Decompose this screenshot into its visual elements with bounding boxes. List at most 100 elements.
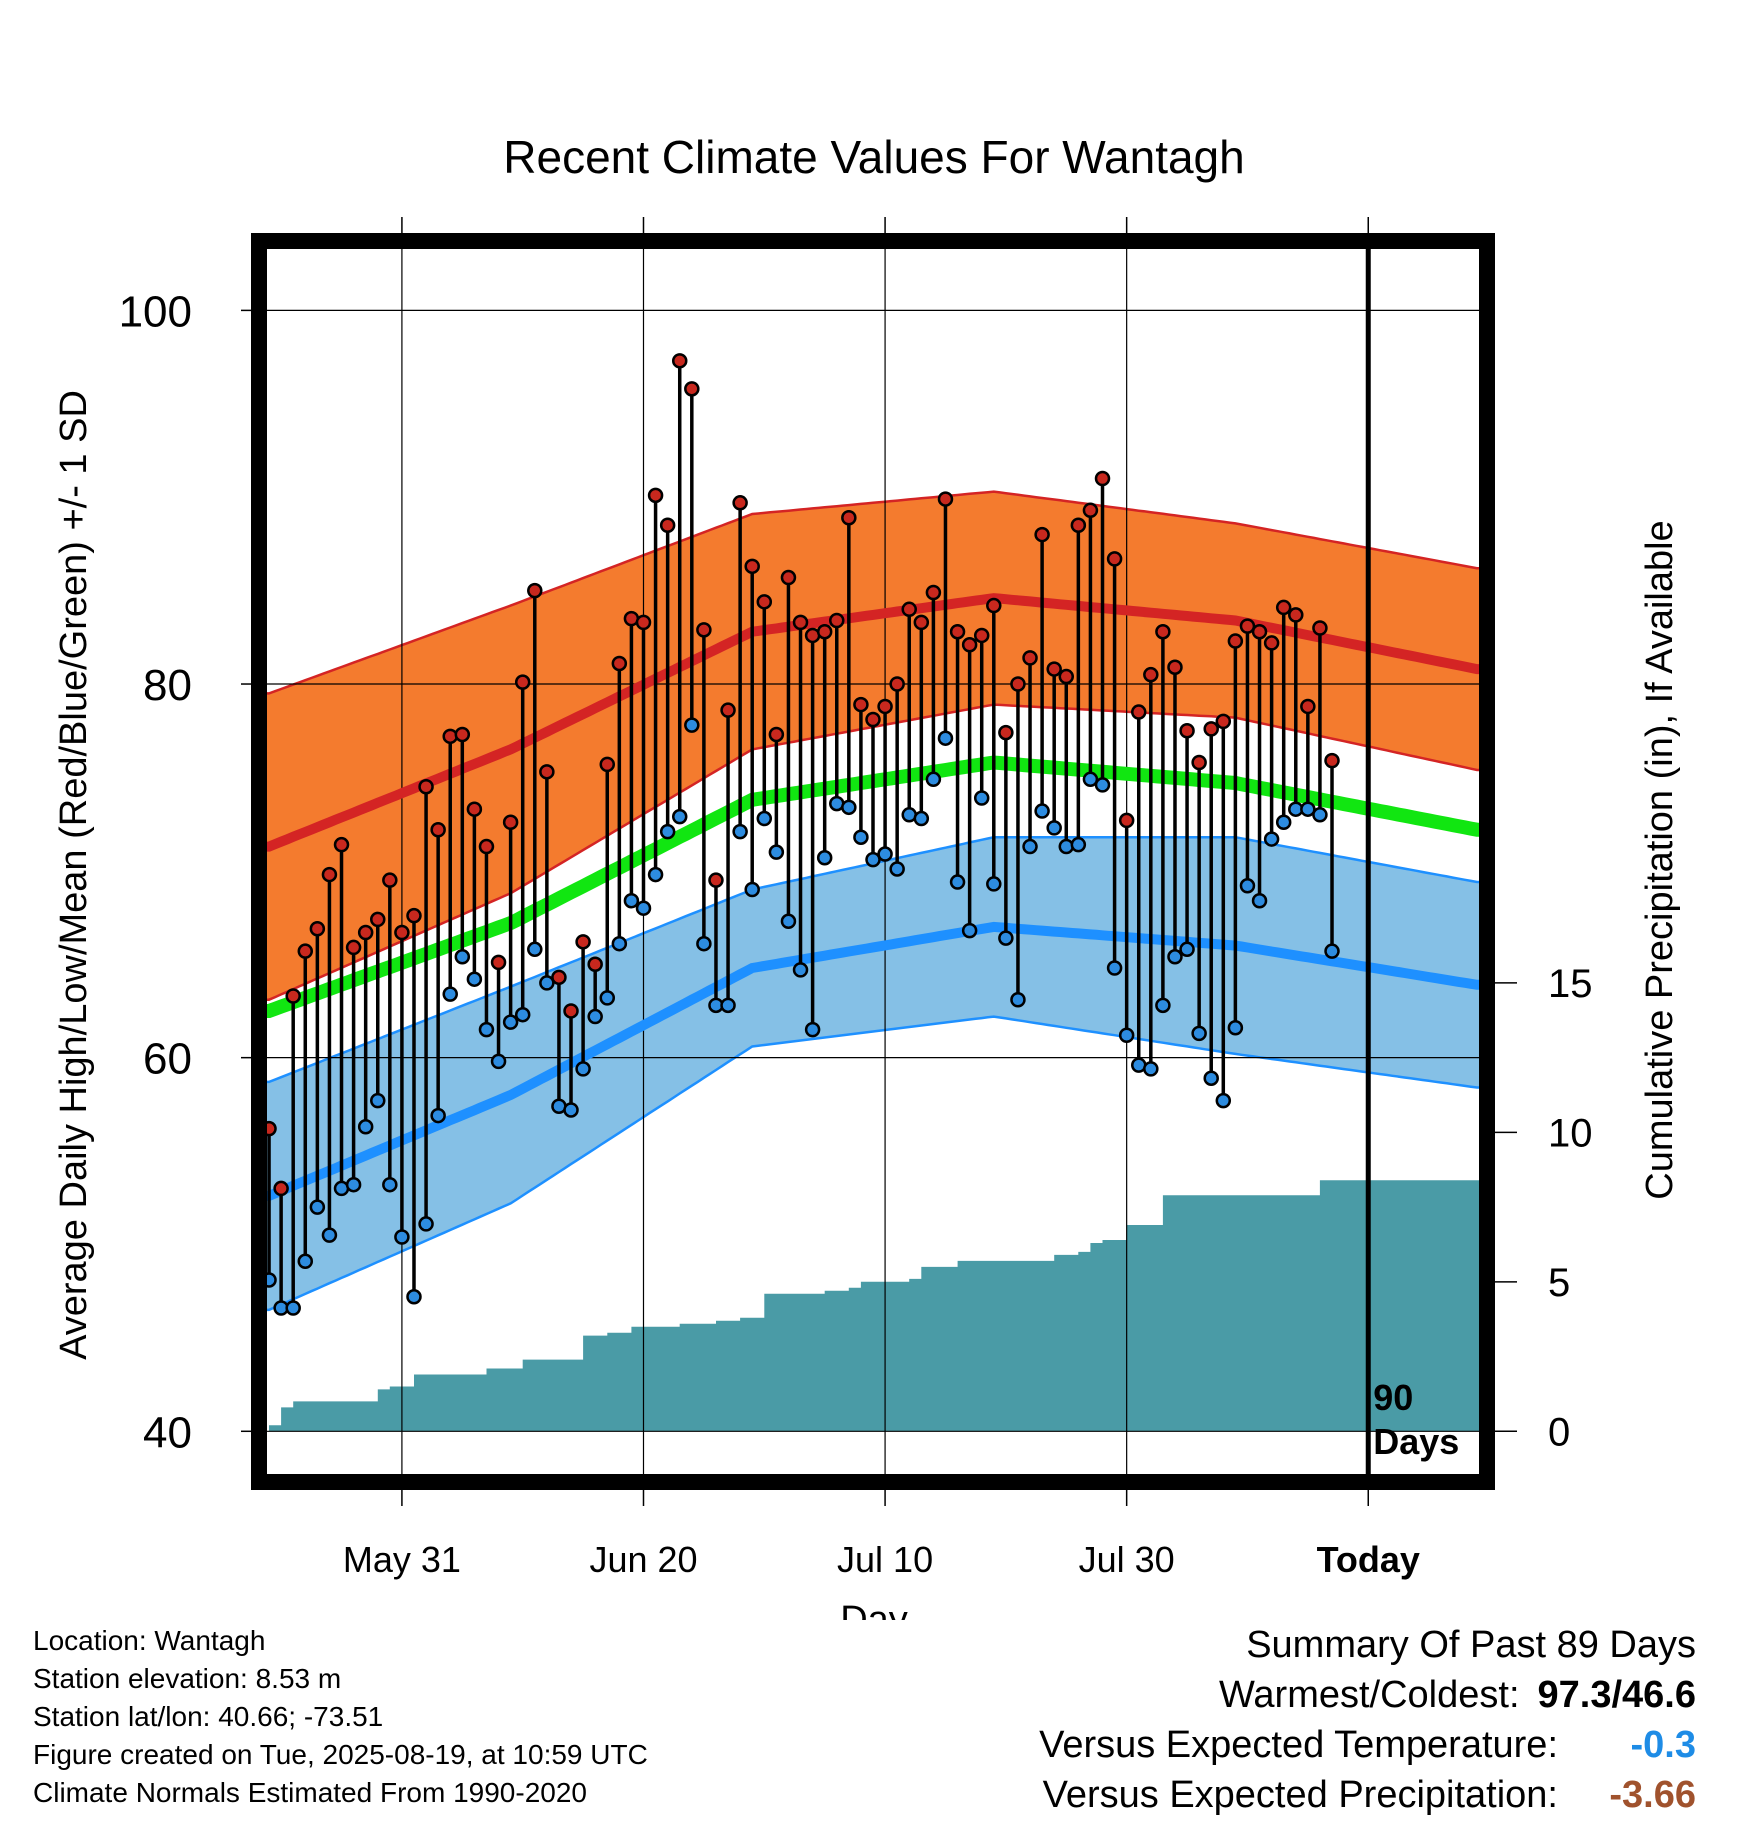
daily-low-point bbox=[357, 1119, 374, 1135]
high-sd-upper-edge bbox=[263, 490, 1483, 695]
daily-high-point bbox=[732, 495, 748, 511]
x-axis-label: Day bbox=[840, 1599, 908, 1620]
daily-low-point bbox=[1179, 941, 1195, 958]
daily-high-point bbox=[768, 726, 785, 743]
daily-low-point bbox=[1034, 803, 1050, 819]
daily-low-point bbox=[1022, 838, 1038, 855]
daily-low-point bbox=[1010, 991, 1026, 1008]
daily-low-point bbox=[321, 1227, 338, 1243]
daily-low-point bbox=[345, 1176, 362, 1193]
daily-high-point bbox=[1094, 470, 1111, 487]
daily-low-point bbox=[949, 874, 966, 890]
daily-high-point bbox=[490, 954, 507, 971]
daily-high-point bbox=[1263, 635, 1280, 651]
daily-high-point bbox=[937, 491, 954, 507]
daily-low-point bbox=[1312, 807, 1328, 823]
daily-low-point bbox=[1082, 771, 1099, 788]
daily-low-point bbox=[744, 881, 760, 898]
daily-high-point bbox=[1179, 722, 1195, 739]
daily-high-point bbox=[1130, 704, 1147, 720]
temp-value: -0.3 bbox=[1630, 1724, 1696, 1766]
y-tick-label: 40 bbox=[143, 1408, 192, 1457]
daily-low-point bbox=[937, 730, 954, 746]
daily-high-point bbox=[889, 676, 905, 692]
y2-axis-label: Cumulative Precipitation (in), If Availa… bbox=[1639, 520, 1681, 1199]
daily-high-point bbox=[877, 698, 893, 715]
daily-low-point bbox=[768, 844, 785, 860]
daily-high-point bbox=[961, 637, 978, 653]
daily-low-point bbox=[998, 930, 1014, 946]
daily-high-point bbox=[478, 838, 495, 855]
daily-high-point bbox=[418, 779, 434, 795]
daily-low-point bbox=[1167, 949, 1183, 965]
daily-high-point bbox=[1010, 676, 1026, 692]
daily-low-point bbox=[1058, 838, 1075, 855]
daily-low-point bbox=[527, 941, 543, 958]
daily-high-point bbox=[1191, 754, 1207, 771]
daily-high-point bbox=[671, 353, 688, 369]
warm-cold-value: 97.3/46.6 bbox=[1537, 1674, 1696, 1716]
daily-high-point bbox=[1288, 607, 1304, 623]
y2-tick-label: 15 bbox=[1548, 962, 1593, 1006]
daily-low-point bbox=[696, 935, 712, 952]
daily-low-point bbox=[671, 808, 688, 825]
daily-low-point bbox=[297, 1253, 314, 1270]
x-tick-label: Jun 20 bbox=[589, 1539, 697, 1580]
plot-inner bbox=[263, 245, 1483, 1478]
daily-low-point bbox=[623, 892, 640, 909]
daily-high-point bbox=[297, 943, 314, 959]
daily-low-point bbox=[1094, 777, 1111, 793]
latlon-text: Station lat/lon: 40.66; -73.51 bbox=[33, 1701, 384, 1732]
daily-low-point bbox=[1300, 801, 1316, 817]
daily-high-point bbox=[720, 702, 736, 718]
daily-high-point bbox=[563, 1003, 579, 1019]
daily-high-point bbox=[925, 584, 942, 601]
daily-low-point bbox=[490, 1053, 507, 1070]
daily-high-point bbox=[551, 969, 567, 986]
daily-low-point bbox=[732, 823, 748, 840]
daily-high-point bbox=[430, 821, 446, 838]
summary-precip: Versus Expected Precipitation: -3.66 bbox=[796, 1770, 1696, 1820]
y-tick-label: 80 bbox=[143, 661, 192, 710]
daily-high-point bbox=[1082, 502, 1099, 519]
daily-high-point bbox=[756, 594, 773, 610]
warm-cold-label: Warmest/Coldest: bbox=[1218, 1674, 1520, 1716]
daily-low-point bbox=[865, 851, 881, 868]
daily-low-point bbox=[1239, 878, 1256, 894]
chart-title: Recent Climate Values For Wantagh bbox=[503, 131, 1244, 183]
daily-high-point bbox=[406, 907, 422, 924]
today-marker-label: Days bbox=[1373, 1421, 1459, 1462]
daily-low-point bbox=[877, 846, 893, 862]
daily-high-point bbox=[1227, 633, 1244, 649]
daily-high-point bbox=[998, 724, 1014, 741]
daily-high-point bbox=[1275, 599, 1292, 616]
daily-high-point bbox=[1143, 666, 1159, 683]
daily-high-point bbox=[587, 956, 603, 972]
daily-high-point bbox=[1239, 618, 1256, 634]
daily-low-point bbox=[913, 810, 930, 827]
daily-high-point bbox=[1058, 668, 1075, 685]
y-tick-label: 100 bbox=[119, 287, 192, 336]
daily-high-point bbox=[816, 623, 833, 640]
daily-high-point bbox=[659, 517, 676, 533]
daily-high-point bbox=[901, 601, 917, 618]
daily-low-point bbox=[514, 1006, 531, 1023]
daily-low-point bbox=[394, 1229, 410, 1245]
daily-low-point bbox=[756, 810, 773, 827]
daily-high-point bbox=[1046, 661, 1062, 677]
daily-high-point bbox=[454, 726, 471, 743]
daily-high-point bbox=[865, 711, 881, 728]
daily-high-point bbox=[502, 814, 519, 831]
daily-high-point bbox=[575, 934, 591, 950]
daily-low-point bbox=[418, 1216, 434, 1232]
daily-high-point bbox=[357, 924, 374, 941]
daily-high-point bbox=[1167, 659, 1183, 675]
summary-warm-cold: Warmest/Coldest: 97.3/46.6 bbox=[796, 1670, 1696, 1720]
daily-high-point bbox=[1070, 517, 1087, 533]
daily-low-point bbox=[973, 790, 990, 806]
y2-tick-label: 5 bbox=[1548, 1261, 1570, 1305]
daily-high-point bbox=[394, 924, 410, 941]
daily-low-point bbox=[986, 876, 1002, 892]
daily-low-point bbox=[285, 1300, 301, 1316]
